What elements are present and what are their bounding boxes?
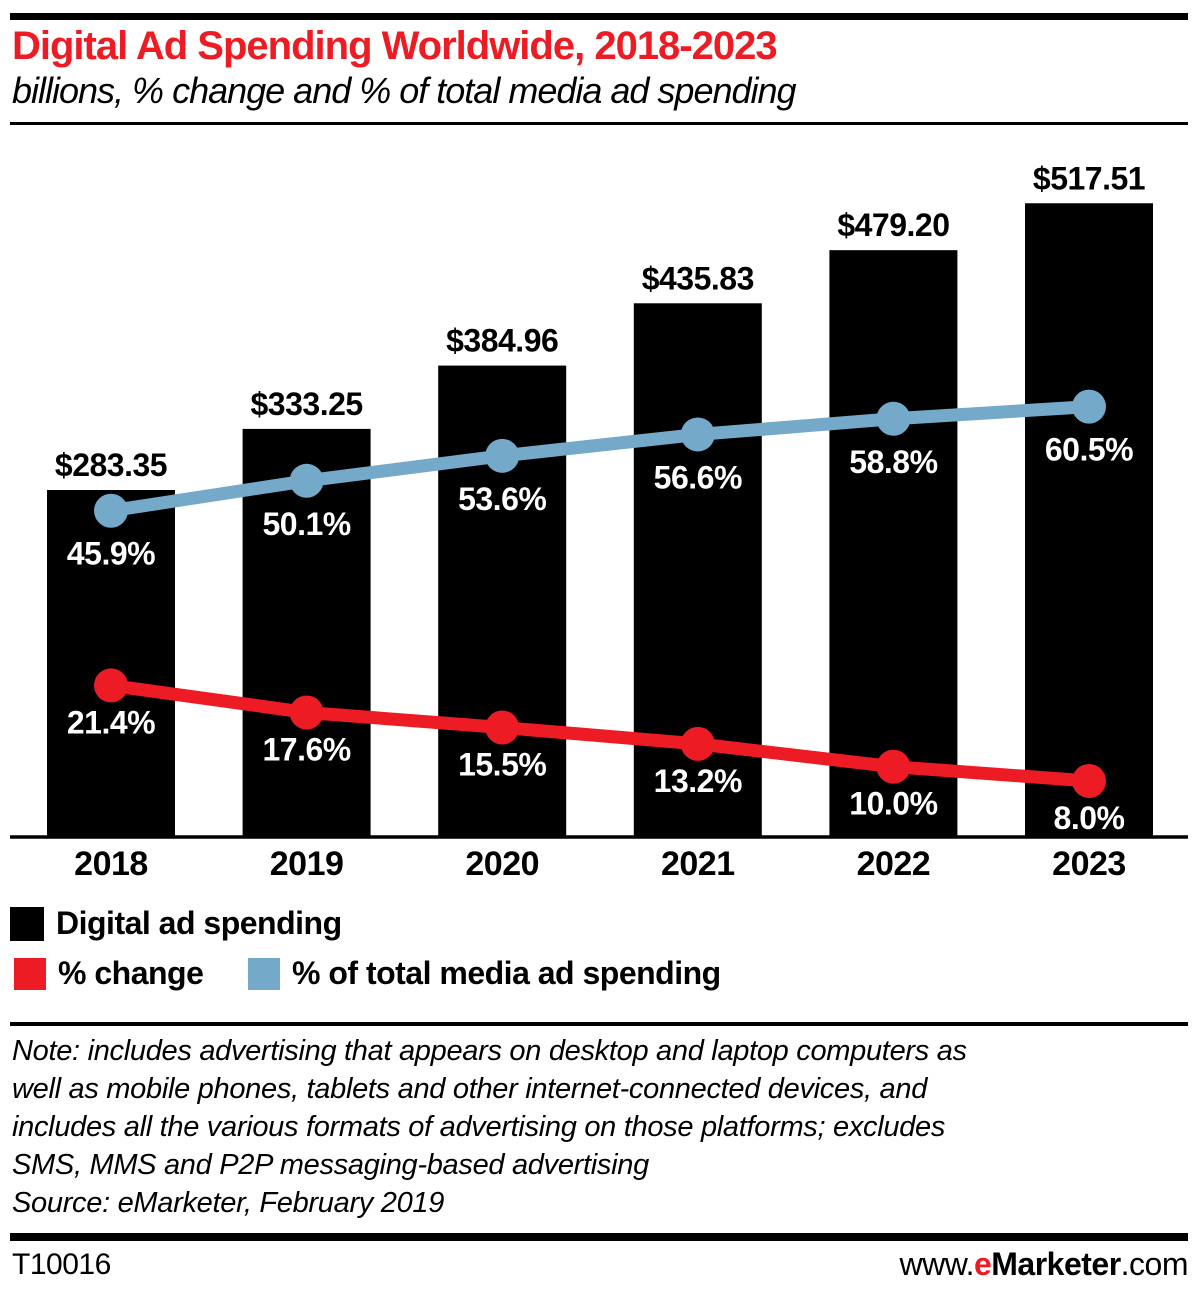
blue-line — [110, 400, 1090, 518]
x-tick-label: 2023 — [1052, 845, 1126, 883]
blue-dot-2022 — [876, 401, 911, 436]
chart-title: Digital Ad Spending Worldwide, 2018-2023 — [12, 24, 778, 68]
note-line: SMS, MMS and P2P messaging-based adverti… — [12, 1149, 649, 1181]
source-line: Source: eMarketer, February 2019 — [12, 1187, 445, 1219]
bar-2023 — [1025, 203, 1153, 837]
note-divider — [10, 1022, 1188, 1026]
red-dot-2020 — [485, 710, 520, 745]
blue-dot-2019 — [289, 463, 324, 498]
emarketer-url: www.eMarketer.com — [900, 1246, 1189, 1283]
url-com: .com — [1120, 1246, 1189, 1282]
red-pct-label: 13.2% — [654, 763, 742, 799]
chart-id: T10016 — [12, 1248, 111, 1281]
note-block: Note: includes advertising that appears … — [12, 1032, 967, 1222]
red-pct-label: 17.6% — [262, 732, 350, 768]
blue-dot-2021 — [680, 417, 715, 452]
red-pct-label: 10.0% — [849, 786, 937, 822]
legend-label: Digital ad spending — [56, 905, 342, 941]
red-dot-2022 — [876, 749, 911, 784]
bar-2018 — [47, 490, 175, 837]
x-tick-label: 2020 — [465, 845, 539, 883]
red-pct-label: 15.5% — [458, 746, 546, 782]
blue-pct-label: 58.8% — [849, 444, 937, 480]
blue-dot-2018 — [94, 493, 128, 528]
url-e: e — [973, 1246, 992, 1282]
note-line: well as mobile phones, tablets and other… — [12, 1073, 928, 1105]
red-dot-2019 — [289, 695, 324, 730]
red-dot-2021 — [680, 726, 715, 761]
blue-pct-label: 60.5% — [1045, 432, 1133, 468]
black-square-swatch — [10, 906, 44, 941]
x-tick-label: 2022 — [857, 845, 931, 883]
legend-label: % of total media ad spending — [292, 955, 721, 991]
note-line: includes all the various formats of adve… — [12, 1111, 946, 1143]
red-dot-2018 — [94, 668, 128, 703]
blue-pct-label: 56.6% — [654, 459, 742, 495]
red-pct-label: 8.0% — [1054, 800, 1125, 836]
url-www: www. — [899, 1246, 975, 1282]
x-tick-label: 2018 — [74, 845, 148, 883]
legend-item-pct-of-total: % of total media ad spending — [248, 955, 721, 992]
bar-value-label: $517.51 — [1033, 160, 1145, 196]
bar-value-label: $333.25 — [251, 386, 363, 422]
top-rule — [10, 13, 1188, 20]
blue-pct-label: 45.9% — [67, 536, 155, 572]
red-dot-2023 — [1072, 763, 1106, 798]
bar-value-label: $435.83 — [642, 260, 754, 296]
url-brand: Marketer — [991, 1246, 1121, 1282]
legend-item-pct-change: % change — [14, 955, 204, 992]
blue-dot-2020 — [485, 438, 520, 473]
x-tick-label: 2021 — [661, 845, 735, 883]
legend-item-digital-ad-spending: Digital ad spending — [10, 905, 342, 942]
red-pct-label: 21.4% — [67, 704, 155, 740]
header-divider — [10, 122, 1188, 125]
bar-2022 — [829, 250, 958, 837]
blue-square-swatch — [248, 957, 280, 990]
footer-divider — [10, 1233, 1188, 1241]
x-tick-label: 2019 — [270, 845, 344, 883]
blue-dot-2023 — [1072, 389, 1106, 424]
blue-pct-label: 50.1% — [262, 506, 350, 542]
bar-value-label: $384.96 — [446, 323, 558, 359]
chart-subtitle: billions, % change and % of total media … — [12, 70, 797, 111]
legend-label: % change — [58, 955, 204, 991]
bar-value-label: $479.20 — [837, 207, 949, 243]
blue-pct-label: 53.6% — [458, 481, 546, 517]
note-line: Note: includes advertising that appears … — [12, 1035, 967, 1067]
bar-value-label: $283.35 — [55, 447, 167, 483]
red-square-swatch — [14, 957, 46, 990]
red-line — [110, 678, 1090, 788]
